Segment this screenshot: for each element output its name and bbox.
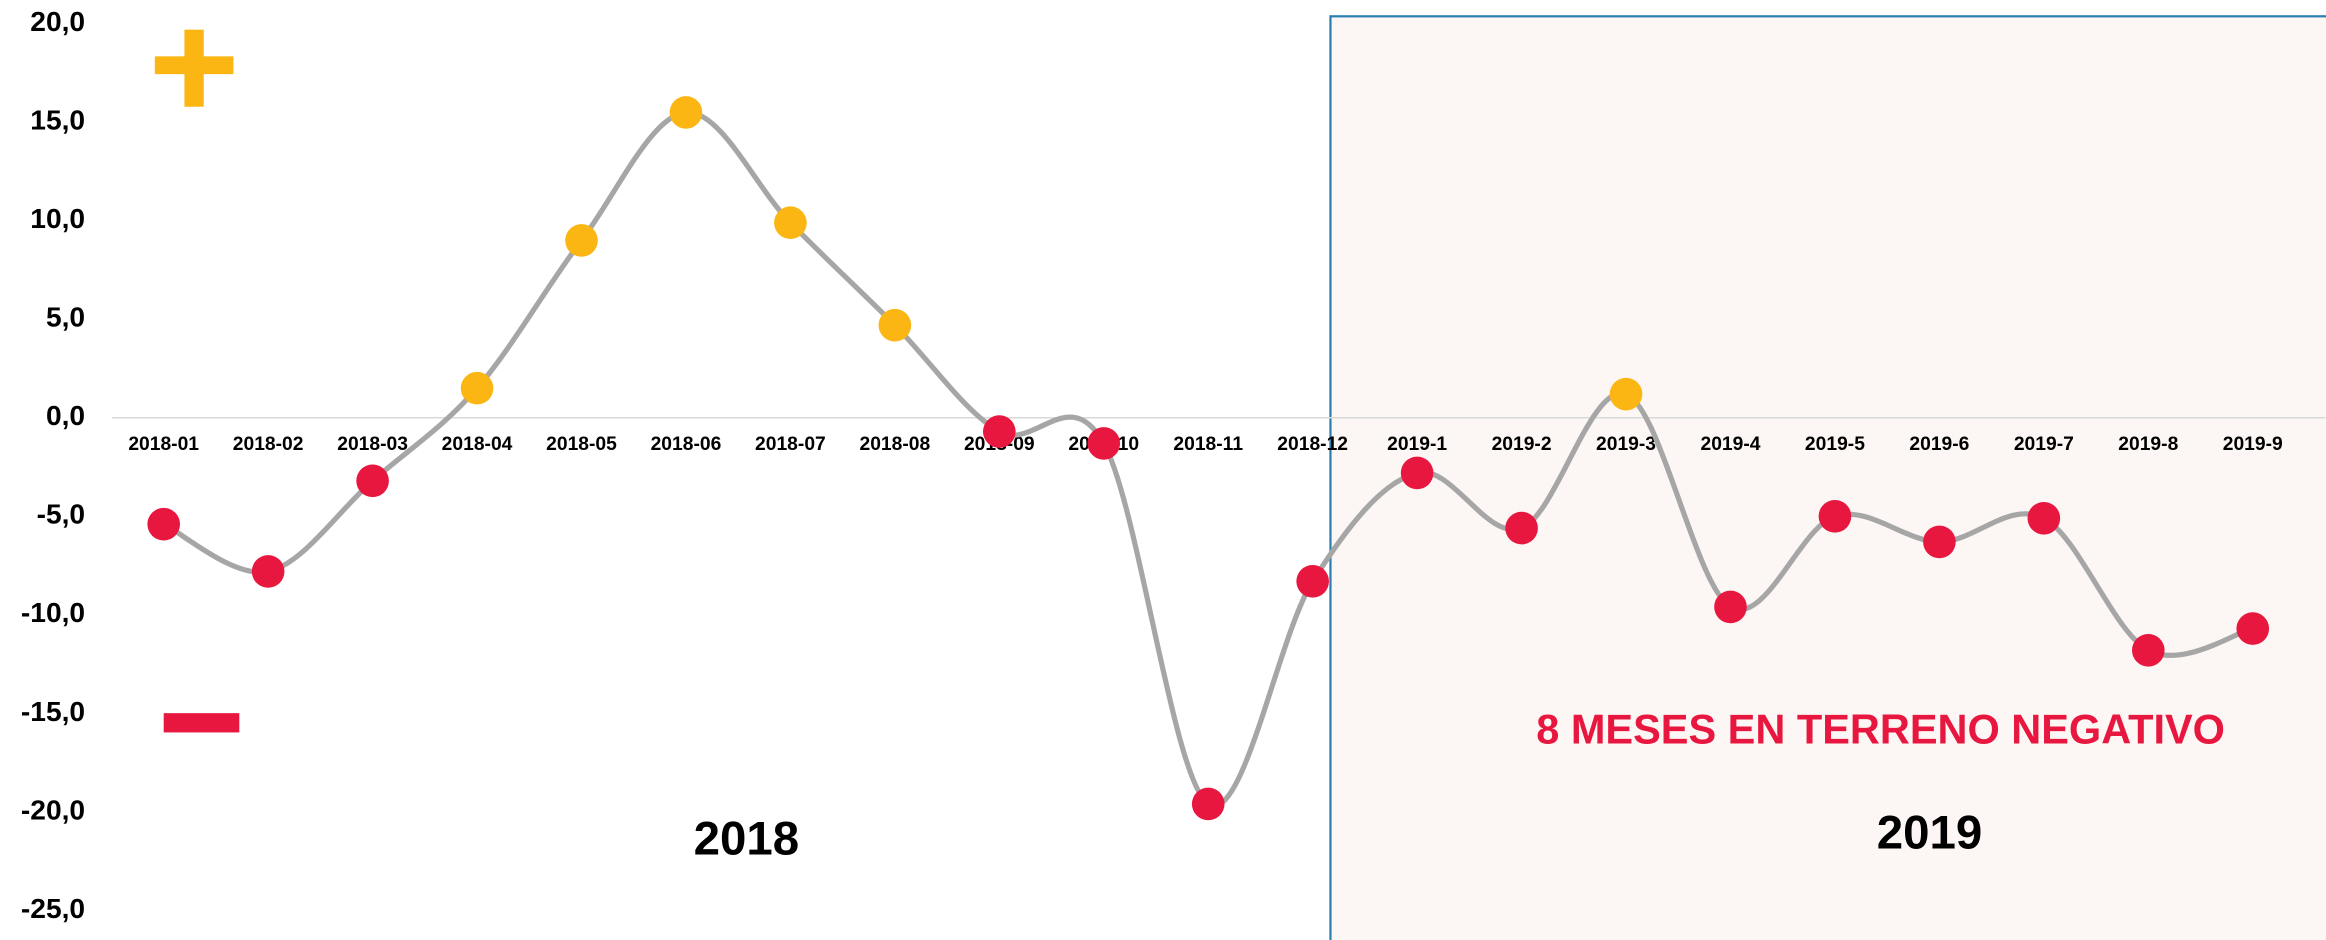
point <box>1818 499 1852 533</box>
x-tick-label: 2019-8 <box>2118 434 2178 455</box>
point <box>565 224 598 257</box>
y-tick-label: -5,0 <box>37 498 86 530</box>
x-tick-label: 2019-3 <box>1596 434 1656 455</box>
point <box>1714 590 1747 624</box>
y-tick-label: 15,0 <box>30 104 85 136</box>
point <box>983 415 1016 448</box>
y-tick-label: -10,0 <box>21 596 85 628</box>
x-tick-label: 2019-2 <box>1492 434 1552 455</box>
point <box>2236 612 2270 645</box>
y-tick-label: -20,0 <box>21 793 85 825</box>
point <box>774 206 807 240</box>
x-tick-label: 2018-01 <box>128 434 199 455</box>
point <box>251 555 285 588</box>
point <box>1087 427 1121 460</box>
point <box>2131 633 2165 667</box>
point <box>1923 525 1956 559</box>
y-tick-label: 20,0 <box>30 5 85 37</box>
y-tick-label: 10,0 <box>30 202 85 234</box>
point <box>878 308 912 342</box>
x-tick-label: 2019-6 <box>1909 434 1969 455</box>
point <box>1609 377 1643 411</box>
x-tick-label: 2019-4 <box>1700 434 1760 455</box>
x-tick-label: 2018-04 <box>442 434 513 455</box>
x-tick-label: 2018-11 <box>1173 434 1243 455</box>
point <box>1191 787 1225 821</box>
point <box>1296 565 1329 598</box>
point <box>460 371 494 405</box>
point <box>2027 501 2061 535</box>
annotation: 8 MESES EN TERRENO NEGATIVO <box>1536 705 2225 752</box>
x-tick-label: 2018-02 <box>233 434 304 455</box>
point <box>1400 456 1434 490</box>
y-tick-label: 0,0 <box>46 399 85 431</box>
plus-icon <box>184 29 204 107</box>
x-tick-label: 2019-9 <box>2223 434 2283 455</box>
y-tick-label: -15,0 <box>21 695 85 727</box>
x-tick-label: 2018-08 <box>860 434 931 455</box>
x-tick-label: 2018-12 <box>1277 434 1348 455</box>
x-tick-label: 2018-06 <box>651 434 722 455</box>
point <box>669 96 703 129</box>
point <box>147 507 181 541</box>
point <box>356 464 389 498</box>
point <box>1505 511 1538 545</box>
highlight-region <box>1329 15 2326 940</box>
x-tick-label: 2018-07 <box>755 434 826 455</box>
x-tick-label: 2019-1 <box>1387 434 1447 455</box>
x-tick-label: 2019-7 <box>2014 434 2074 455</box>
minus-icon <box>163 713 240 733</box>
x-tick-label: 2018-03 <box>337 434 408 455</box>
x-tick-label: 2019-5 <box>1805 434 1865 455</box>
y-tick-label: 5,0 <box>46 301 85 333</box>
annotation: 2018 <box>694 813 800 866</box>
annotation: 2019 <box>1877 807 1983 860</box>
y-tick-label: -25,0 <box>21 892 85 924</box>
x-tick-label: 2018-05 <box>546 434 617 455</box>
